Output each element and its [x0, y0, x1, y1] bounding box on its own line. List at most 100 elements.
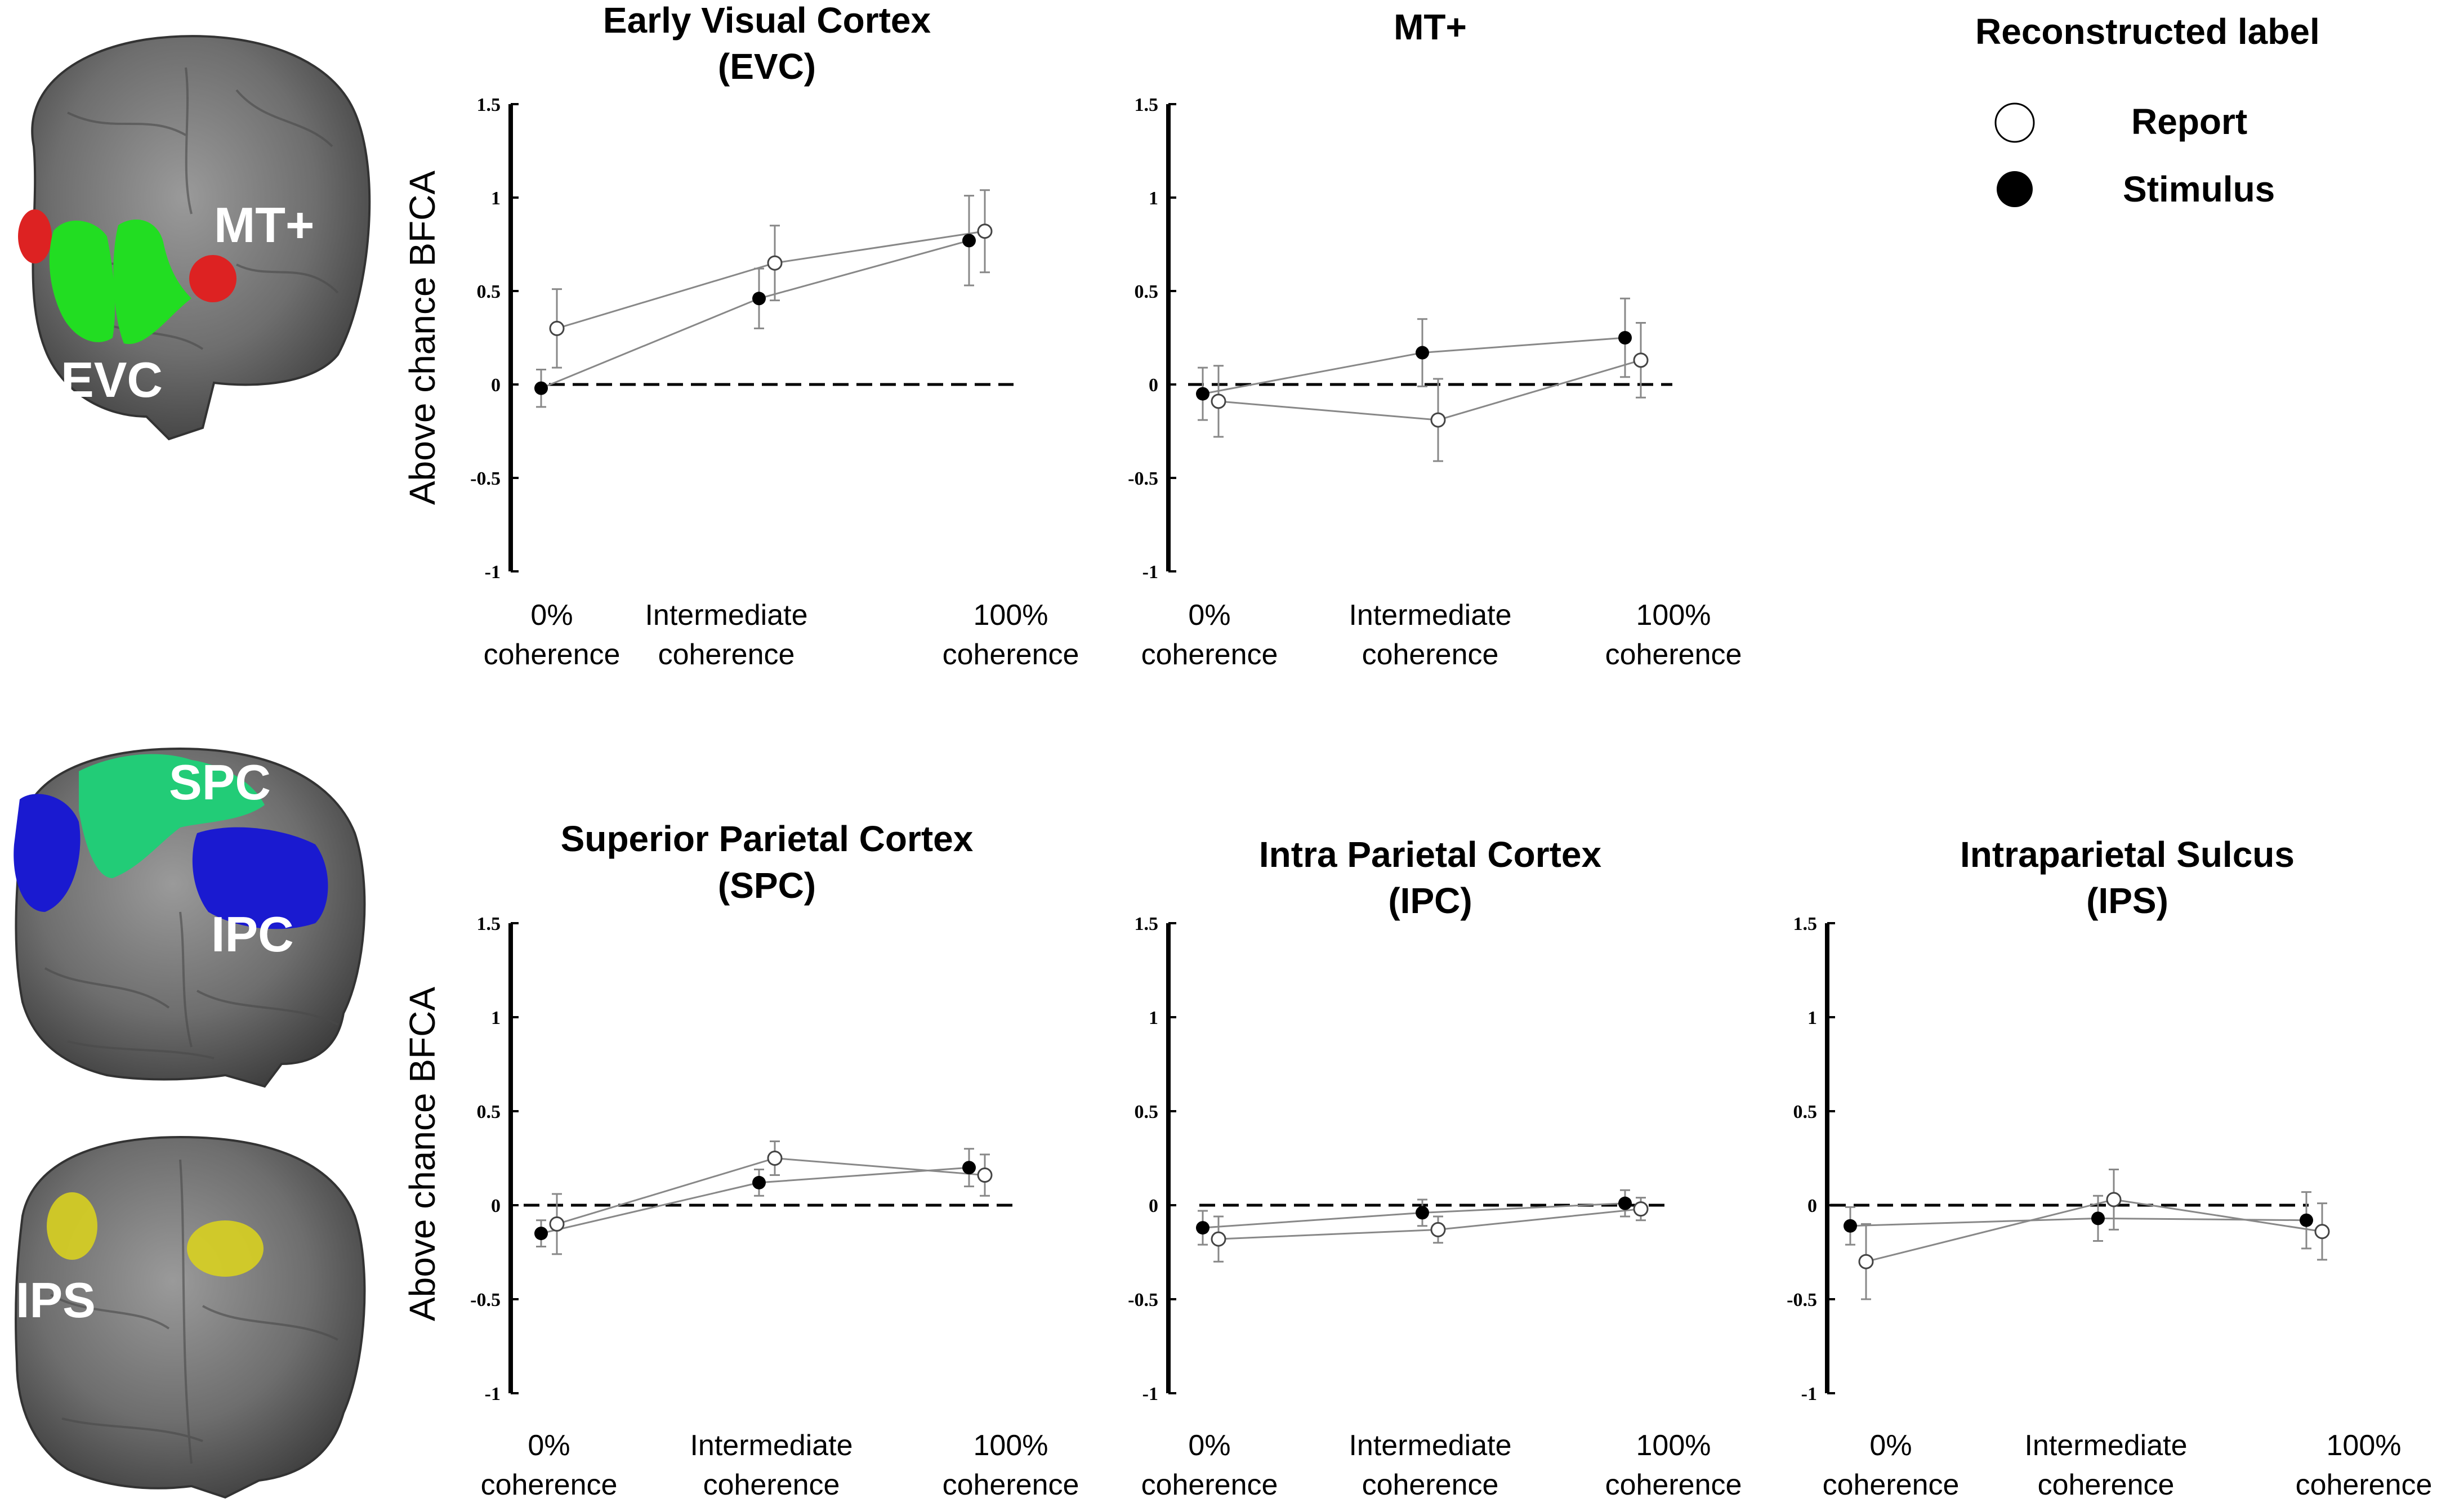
- x-tick-label: coherence: [2038, 1469, 2175, 1501]
- chart-4: Intra Parietal Cortex (IPC) 1.5 1 0.5 0 -0.5 -1…: [1128, 834, 1742, 1501]
- y-tick-label: 1: [491, 1008, 501, 1028]
- y-tick-label: 0.5: [1135, 281, 1159, 302]
- y-tick-label: 1.5: [477, 914, 501, 934]
- x-tick-label: coherence: [943, 638, 1079, 671]
- x-tick-label: 0%: [1188, 1429, 1230, 1462]
- region-label-spc: SPC: [169, 754, 271, 810]
- chart-title-line: (IPS): [2086, 880, 2168, 921]
- point-report: [1858, 1254, 1874, 1269]
- y-tick-label: 0.5: [1135, 1102, 1159, 1122]
- point-stimulus: [752, 292, 766, 306]
- x-tick-label: 100%: [974, 1429, 1048, 1462]
- y-tick-label: 0: [491, 1196, 501, 1216]
- legend-label-stimulus: Stimulus: [2123, 169, 2275, 209]
- y-axis-label: Above chance BFCA: [402, 171, 443, 505]
- point-report: [549, 1216, 565, 1232]
- y-tick-label: 1: [491, 188, 501, 209]
- x-tick-label: coherence: [943, 1469, 1079, 1501]
- region-label-ipc: IPC: [211, 906, 294, 962]
- point-report: [977, 1167, 993, 1183]
- chart-title-line: (SPC): [718, 865, 816, 906]
- point-stimulus: [962, 234, 976, 248]
- region-label-evc: EVC: [61, 352, 163, 408]
- y-tick-label: 1: [1149, 1008, 1158, 1028]
- region-label-ips: IPS: [16, 1272, 96, 1328]
- legend-label-report: Report: [2131, 101, 2247, 142]
- region-mt-right: [189, 255, 236, 302]
- y-tick-label: 1: [1807, 1008, 1817, 1028]
- x-tick-label: coherence: [1141, 1469, 1278, 1501]
- chart-3: Superior Parietal Cortex (SPC) 1.5 1 0.5 0 -0.…: [402, 818, 1079, 1501]
- x-tick-label: 0%: [528, 1429, 570, 1462]
- point-stimulus: [1196, 1221, 1209, 1235]
- chart-title-line: Superior Parietal Cortex: [561, 818, 974, 859]
- y-tick-label: -0.5: [1787, 1290, 1817, 1310]
- y-tick-label: 1: [1149, 188, 1158, 209]
- point-report: [977, 223, 993, 239]
- point-report: [1430, 412, 1446, 428]
- chart-title-line: Intraparietal Sulcus: [1960, 834, 2295, 875]
- y-tick-label: 0.5: [477, 281, 501, 302]
- chart-title-line: Early Visual Cortex: [603, 0, 931, 41]
- chart-1: Early Visual Cortex (EVC) 1.5 1 0.5 0 -0.5 -1 Ab…: [402, 0, 1079, 671]
- legend-marker-report: [1994, 102, 2035, 143]
- y-axis-label: Above chance BFCA: [402, 987, 443, 1321]
- chart-title-line: MT+: [1394, 7, 1467, 47]
- x-tick-label: coherence: [1362, 1469, 1499, 1501]
- y-tick-label: -1: [1801, 1384, 1817, 1404]
- region-spc: [79, 754, 265, 878]
- y-tick-label: -1: [1142, 562, 1158, 583]
- y-tick-label: 0: [491, 375, 501, 396]
- x-tick-label: 0%: [1188, 599, 1230, 632]
- series-line-stimulus: [1202, 1202, 1626, 1229]
- point-report: [549, 320, 565, 336]
- legend: Reconstructed label Report Stimulus: [1975, 11, 2320, 209]
- x-tick-label: Intermediate: [645, 599, 807, 632]
- point-report: [1211, 1231, 1226, 1247]
- x-tick-label: coherence: [658, 638, 795, 671]
- x-tick-label: coherence: [1141, 638, 1278, 671]
- legend-marker-stimulus: [1997, 171, 2033, 207]
- point-report: [1633, 352, 1649, 368]
- x-tick-label: 0%: [1869, 1429, 1912, 1462]
- point-stimulus: [1618, 331, 1632, 345]
- brain-spc-ipc: SPC IPC: [14, 747, 366, 1088]
- x-tick-label: Intermediate: [690, 1429, 852, 1462]
- point-stimulus: [1416, 1206, 1429, 1220]
- chart-5: Intraparietal Sulcus (IPS) 1.5 1 0.5 0 -0.5 -1 0…: [1787, 834, 2432, 1501]
- y-tick-label: 0.5: [477, 1102, 501, 1122]
- x-tick-label: Intermediate: [2024, 1429, 2187, 1462]
- region-mt-left: [18, 209, 52, 263]
- y-tick-label: 1.5: [477, 95, 501, 115]
- series-line-report: [1865, 1198, 2323, 1263]
- y-tick-label: 0.5: [1793, 1102, 1818, 1122]
- point-stimulus: [534, 1227, 548, 1241]
- series-line-report: [1218, 1208, 1641, 1240]
- point-report: [1211, 393, 1226, 409]
- point-stimulus: [2300, 1213, 2313, 1227]
- y-tick-label: -0.5: [470, 1290, 501, 1310]
- y-tick-label: 1.5: [1793, 914, 1818, 934]
- x-tick-label: coherence: [1605, 638, 1742, 671]
- point-stimulus: [1416, 346, 1429, 360]
- point-report: [1430, 1222, 1446, 1237]
- x-tick-label: coherence: [1362, 638, 1499, 671]
- x-tick-label: coherence: [1823, 1469, 1960, 1501]
- chart-title-line: (EVC): [718, 46, 816, 87]
- region-evc: [49, 220, 191, 345]
- brain-ips: IPS: [15, 1135, 366, 1499]
- region-ipc-right: [192, 827, 328, 929]
- region-ipc-left: [14, 794, 81, 912]
- x-tick-label: coherence: [703, 1469, 840, 1501]
- y-tick-label: -1: [485, 1384, 501, 1404]
- y-tick-label: -0.5: [470, 468, 501, 489]
- x-tick-label: 100%: [1636, 599, 1711, 632]
- charts: Early Visual Cortex (EVC) 1.5 1 0.5 0 -0.5 -1 Ab…: [402, 0, 2432, 1501]
- point-stimulus: [1196, 387, 1209, 401]
- point-report: [2106, 1192, 2122, 1207]
- y-tick-label: 0: [1807, 1196, 1817, 1216]
- x-tick-label: 100%: [974, 599, 1048, 632]
- region-ips-left: [47, 1192, 97, 1260]
- series-line-report: [556, 230, 985, 329]
